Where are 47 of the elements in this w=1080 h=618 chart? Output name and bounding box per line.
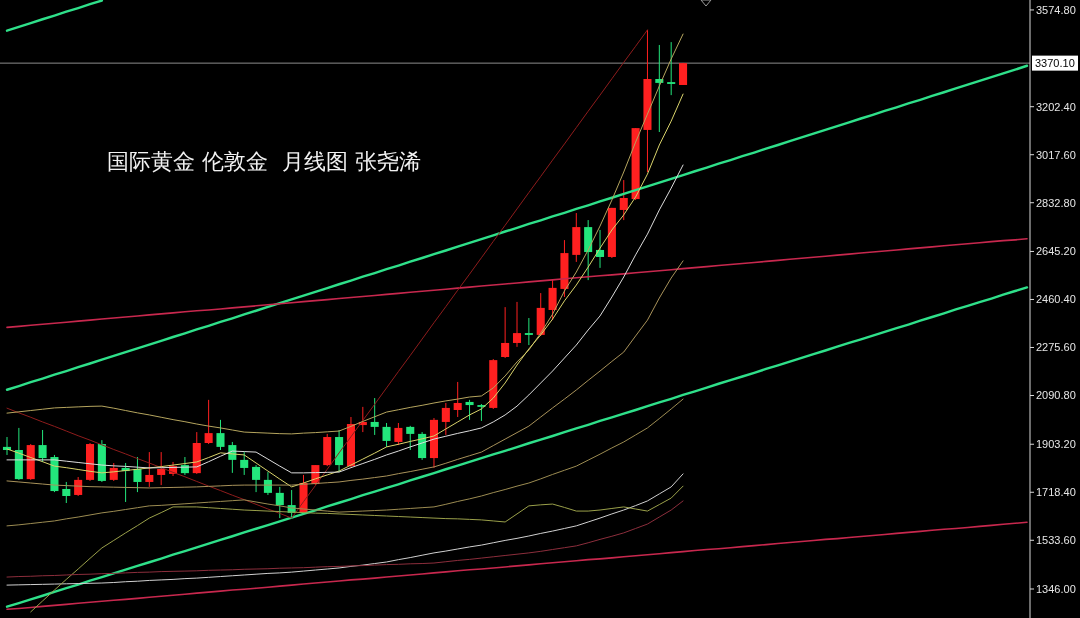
candlestick <box>370 397 379 436</box>
candlestick <box>394 422 403 446</box>
candlestick <box>667 41 676 96</box>
y-tick-label: 1903.20 <box>1036 438 1076 451</box>
line-series <box>6 500 684 578</box>
candlestick <box>453 381 462 418</box>
candlestick <box>441 402 450 436</box>
line-series <box>5 286 1029 608</box>
y-tick-label: 3017.60 <box>1036 148 1076 161</box>
line-series <box>5 64 1029 391</box>
y-tick-label: 3574.80 <box>1036 3 1076 16</box>
candlestick <box>548 279 557 321</box>
line-series <box>6 473 684 586</box>
y-tick-label: 2460.40 <box>1036 293 1076 306</box>
y-tick-label: 2645.20 <box>1036 245 1076 258</box>
candlestick <box>501 306 510 359</box>
y-tick-label: 2275.60 <box>1036 341 1076 354</box>
y-tick-label: 1718.40 <box>1036 486 1076 499</box>
line-series <box>6 29 648 519</box>
candlestick <box>145 451 154 488</box>
candlestick <box>465 399 474 421</box>
y-tick-label: 2090.80 <box>1036 389 1076 402</box>
candlestick <box>133 456 142 493</box>
candlestick <box>512 301 522 348</box>
y-tick-label: 1533.60 <box>1036 534 1076 547</box>
candlestick <box>157 451 166 486</box>
candlestick <box>382 422 391 448</box>
candlestick <box>252 464 261 493</box>
line-series <box>6 398 684 527</box>
y-tick-label: 2832.80 <box>1036 196 1076 209</box>
ref-line-label: 3370.10 <box>1035 56 1075 69</box>
candlestick <box>619 179 628 221</box>
line-series <box>6 237 1028 329</box>
line-series <box>6 521 1028 611</box>
y-tick-label: 1346.00 <box>1036 582 1076 595</box>
candlestick <box>524 317 533 346</box>
candlestick <box>204 399 213 445</box>
candlestick <box>240 451 249 476</box>
text: 国际黄金 伦敦金 月线图 张尧浠 <box>107 149 421 174</box>
line-series <box>30 485 684 613</box>
candlestick <box>406 425 415 451</box>
candlestick <box>275 486 284 519</box>
candlestick <box>62 481 71 504</box>
candlestick <box>216 419 225 451</box>
line-series <box>5 0 104 32</box>
y-tick-label: 3202.40 <box>1036 100 1076 113</box>
line-series <box>6 33 684 435</box>
